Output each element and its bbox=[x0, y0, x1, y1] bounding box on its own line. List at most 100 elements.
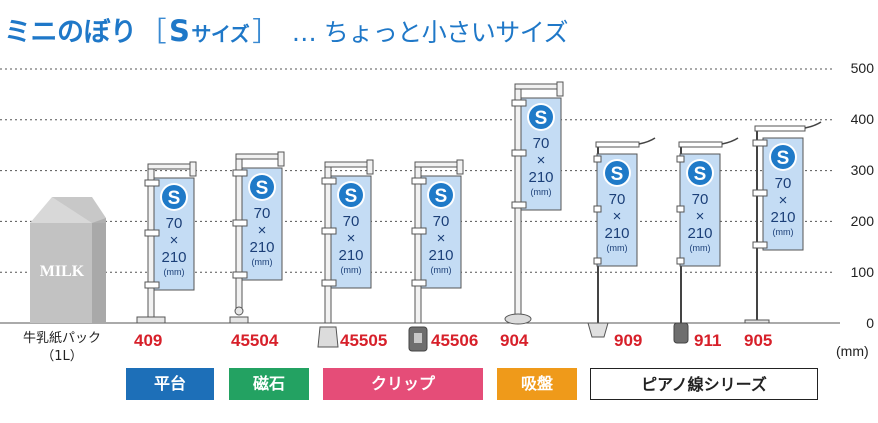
y-tick-500: 500 bbox=[850, 60, 874, 76]
stand-45504-width: 70 bbox=[254, 205, 271, 222]
stand-45505-ring-0 bbox=[321, 177, 337, 185]
stand-911-height: 210 bbox=[687, 225, 712, 242]
stand-409-badge bbox=[162, 185, 186, 209]
milk-label-line1: 牛乳紙パック bbox=[22, 331, 101, 346]
stand-45505-unit: (mm) bbox=[341, 265, 362, 275]
category-piano-wire: ピアノ線シリーズ bbox=[590, 368, 818, 400]
stand-45506-clip-inner bbox=[414, 333, 422, 343]
page-title: ミニのぼり ［ S サイズ ］ … ちょっと小さいサイズ bbox=[4, 14, 569, 48]
stand-45505-topbar bbox=[324, 161, 374, 168]
product-code-905: 905 bbox=[744, 331, 773, 350]
stand-905-height: 210 bbox=[770, 209, 795, 226]
title-subtitle: … ちょっと小さいサイズ bbox=[291, 18, 569, 47]
stand-45504-ring-2 bbox=[232, 271, 248, 279]
stand-911-badge bbox=[688, 161, 712, 185]
product-code-45505: 45505 bbox=[340, 331, 388, 350]
stand-911-badge-letter: S bbox=[694, 164, 707, 185]
stand-904-topcap bbox=[556, 81, 564, 97]
stand-45506-ring-0 bbox=[411, 177, 427, 185]
stand-45506-ring-2 bbox=[411, 279, 427, 287]
stand-45504-badge bbox=[250, 175, 274, 199]
stand-904-badge bbox=[529, 105, 553, 129]
stand-45506-topcap bbox=[456, 159, 464, 175]
product-code-409: 409 bbox=[134, 331, 163, 350]
product-code-911: 911 bbox=[694, 331, 722, 350]
stand-905-badge bbox=[771, 145, 795, 169]
stand-409: S 70×210(mm) bbox=[136, 161, 197, 324]
stand-45505-ring-1 bbox=[321, 227, 337, 235]
stand-45505-times: × bbox=[347, 230, 356, 247]
stand-45506-topbar bbox=[414, 161, 464, 168]
stand-45505-badge bbox=[339, 183, 363, 207]
stand-45505-topcap bbox=[366, 159, 374, 175]
stand-911-ring-1 bbox=[676, 205, 685, 213]
stand-905-times: × bbox=[779, 192, 788, 209]
stand-45504-times: × bbox=[258, 222, 267, 239]
stand-904-sucker bbox=[504, 313, 532, 325]
stand-904-ring-1 bbox=[511, 149, 527, 157]
category-hiradai: 平台 bbox=[126, 368, 214, 400]
stand-905-hook bbox=[804, 121, 822, 129]
stand-905-ring-1 bbox=[752, 189, 768, 197]
stand-45504-badge-letter: S bbox=[256, 178, 269, 199]
product-code-909: 909 bbox=[614, 331, 643, 350]
stand-45504: S 70×210(mm) bbox=[229, 151, 285, 324]
milk-label: 牛乳紙パック （1L） bbox=[6, 330, 118, 366]
stand-904-ring-2 bbox=[511, 201, 527, 209]
stand-904-times: × bbox=[537, 152, 546, 169]
title-size-letter: S bbox=[169, 14, 190, 48]
stand-45504-unit: (mm) bbox=[252, 257, 273, 267]
stand-905: S 70×210(mm) bbox=[744, 121, 822, 324]
stand-45505-clip bbox=[317, 326, 339, 348]
stand-904-height: 210 bbox=[528, 169, 553, 186]
stand-911-ring-0 bbox=[676, 155, 685, 163]
stand-909-hook bbox=[638, 137, 656, 145]
y-tick-400: 400 bbox=[850, 111, 874, 127]
stand-45506-width: 70 bbox=[433, 213, 450, 230]
stand-905-base bbox=[744, 319, 770, 324]
y-tick-0: 0 bbox=[866, 315, 874, 331]
category-kyuban: 吸盤 bbox=[497, 368, 577, 400]
product-code-904: 904 bbox=[500, 331, 529, 350]
stand-409-topcap bbox=[189, 161, 197, 177]
stand-911-topbar bbox=[678, 141, 723, 148]
stand-409-height: 210 bbox=[161, 249, 186, 266]
stand-909-ring-1 bbox=[593, 205, 602, 213]
stand-905-width: 70 bbox=[775, 175, 792, 192]
stand-905-ring-0 bbox=[752, 139, 768, 147]
stand-45506-badge bbox=[429, 183, 453, 207]
stand-909-height: 210 bbox=[604, 225, 629, 242]
stand-45505-pole bbox=[324, 163, 332, 324]
stand-409-topbar bbox=[147, 163, 197, 170]
stand-904-unit: (mm) bbox=[531, 187, 552, 197]
stand-45506-height: 210 bbox=[428, 247, 453, 264]
stand-45506-times: × bbox=[437, 230, 446, 247]
stand-409-times: × bbox=[170, 232, 179, 249]
stand-45505-width: 70 bbox=[343, 213, 360, 230]
stand-45505: S 70×210(mm) bbox=[317, 159, 374, 348]
stand-909-ring-0 bbox=[593, 155, 602, 163]
stand-45504-topcap bbox=[277, 151, 285, 167]
stand-409-pole bbox=[147, 165, 155, 318]
stand-905-topbar bbox=[754, 125, 806, 132]
product-code-45504: 45504 bbox=[231, 331, 279, 350]
stand-45504-magnet-knob bbox=[234, 306, 244, 316]
stand-45504-ring-0 bbox=[232, 169, 248, 177]
category-clip: クリップ bbox=[323, 368, 483, 400]
stand-45504-topbar bbox=[235, 153, 285, 160]
stand-45506-pole bbox=[414, 163, 422, 324]
stand-409-base bbox=[136, 316, 166, 324]
stand-904: S 70×210(mm) bbox=[504, 81, 564, 325]
y-tick-200: 200 bbox=[850, 213, 874, 229]
stand-909-width: 70 bbox=[609, 191, 626, 208]
stand-45505-ring-2 bbox=[321, 279, 337, 287]
category-jishaku: 磁石 bbox=[229, 368, 309, 400]
title-bracket-open: ［ bbox=[139, 17, 167, 48]
stand-909-clip bbox=[587, 322, 609, 338]
stand-909: S 70×210(mm) bbox=[587, 137, 656, 338]
stand-911-ring-2 bbox=[676, 257, 685, 265]
stand-909-times: × bbox=[613, 208, 622, 225]
stand-45504-height: 210 bbox=[249, 239, 274, 256]
